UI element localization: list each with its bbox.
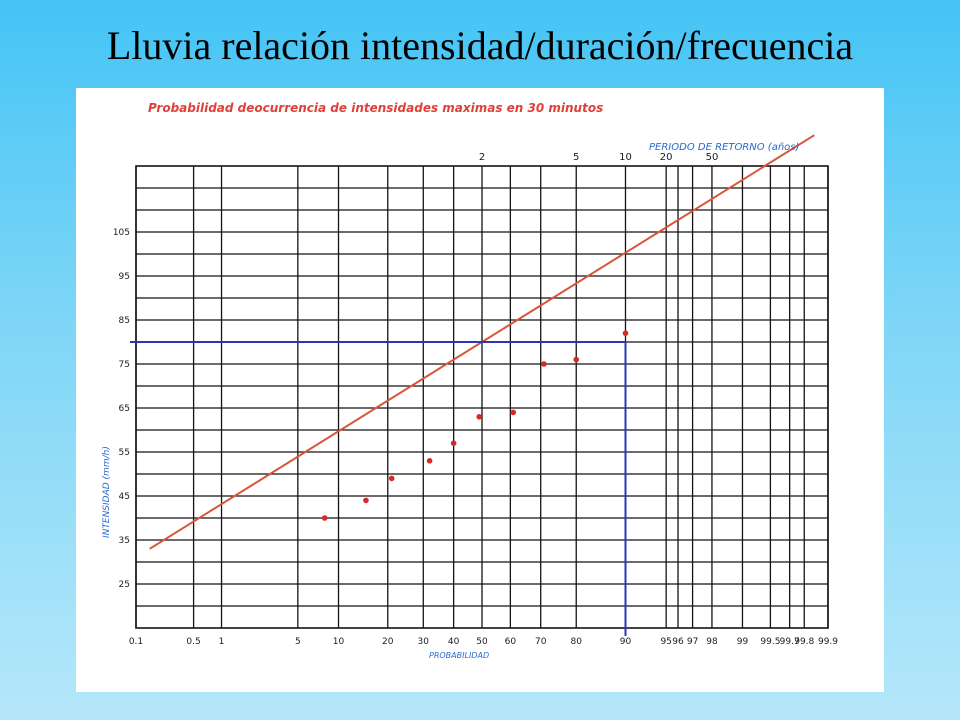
points-layer bbox=[321, 330, 629, 521]
x-tick-label: 95 bbox=[660, 637, 671, 647]
x-tick-label: 98 bbox=[706, 637, 718, 647]
x-tick-label: 80 bbox=[571, 637, 583, 647]
data-point bbox=[450, 440, 457, 447]
y-tick-label: 75 bbox=[119, 360, 130, 370]
x-tick-label: 5 bbox=[295, 637, 301, 647]
top-tick-label: 2 bbox=[479, 152, 485, 163]
y-tick-label: 25 bbox=[119, 580, 130, 590]
top-axis-label: PERIODO DE RETORNO (años) bbox=[649, 142, 799, 153]
x-tick-label: 70 bbox=[535, 637, 547, 647]
data-point bbox=[363, 497, 369, 504]
y-tick-label: 95 bbox=[119, 272, 130, 282]
top-tick-label: 20 bbox=[660, 152, 673, 163]
chart-panel: 0.1 0.5 1 5 10 20 30 40 50 60 70 80 90 95 96 97 98 99 99.5… bbox=[76, 88, 884, 692]
y-tick-label: 85 bbox=[119, 316, 130, 326]
x-tick-label: 40 bbox=[448, 637, 460, 647]
y-tick-label: 65 bbox=[119, 404, 130, 414]
y-tick-label: 35 bbox=[119, 536, 130, 546]
plot-frame bbox=[135, 165, 829, 629]
x-tick-label: 10 bbox=[333, 637, 345, 647]
chart-title: Probabilidad deocurrencia de intensidade… bbox=[148, 101, 603, 115]
labels-layer: 0.1 0.5 1 5 10 20 30 40 50 60 70 80 90 95 96 97 98 99 99.5… bbox=[113, 152, 838, 647]
slide-title: Lluvia relación intensidad/duración/frec… bbox=[106, 23, 854, 68]
y-axis-label: INTENSIDAD (mm/h) bbox=[102, 446, 112, 538]
x-tick-label: 99.7 bbox=[780, 637, 800, 647]
x-tick-label: 0.5 bbox=[186, 637, 200, 647]
top-tick-label: 50 bbox=[706, 152, 719, 163]
data-point bbox=[426, 458, 433, 464]
data-point bbox=[321, 515, 328, 521]
y-tick-label: 55 bbox=[119, 448, 130, 458]
x-axis-label: PROBABILIDAD bbox=[429, 651, 489, 660]
data-point bbox=[388, 475, 395, 482]
x-tick-label: 1 bbox=[219, 637, 225, 647]
x-tick-label: 90 bbox=[620, 637, 632, 647]
x-tick-label: 50 bbox=[476, 637, 488, 647]
top-tick-label: 5 bbox=[573, 152, 579, 163]
x-tick-label: 99.9 bbox=[818, 637, 838, 647]
reading-layer bbox=[130, 341, 627, 636]
x-tick-label: 97 bbox=[687, 637, 698, 647]
x-tick-label: 60 bbox=[505, 637, 517, 647]
y-tick-label: 45 bbox=[119, 492, 130, 502]
x-tick-label: 99 bbox=[737, 637, 749, 647]
grid-layer bbox=[135, 165, 829, 629]
x-tick-label: 20 bbox=[382, 637, 394, 647]
probability-chart: 0.1 0.5 1 5 10 20 30 40 50 60 70 80 90 95 96 97 98 99 99.5… bbox=[102, 101, 838, 660]
data-point bbox=[476, 414, 482, 420]
data-point bbox=[510, 409, 517, 416]
y-tick-label: 105 bbox=[113, 228, 130, 238]
x-tick-label: 96 bbox=[672, 637, 684, 647]
x-tick-label: 30 bbox=[418, 637, 430, 647]
top-tick-label: 10 bbox=[619, 152, 632, 163]
x-tick-label: 99.8 bbox=[794, 637, 814, 647]
x-tick-label: 99.5 bbox=[760, 637, 780, 647]
data-point bbox=[541, 361, 547, 367]
data-point bbox=[622, 330, 629, 336]
x-tick-label: 0.1 bbox=[129, 637, 143, 647]
data-point bbox=[573, 356, 580, 363]
